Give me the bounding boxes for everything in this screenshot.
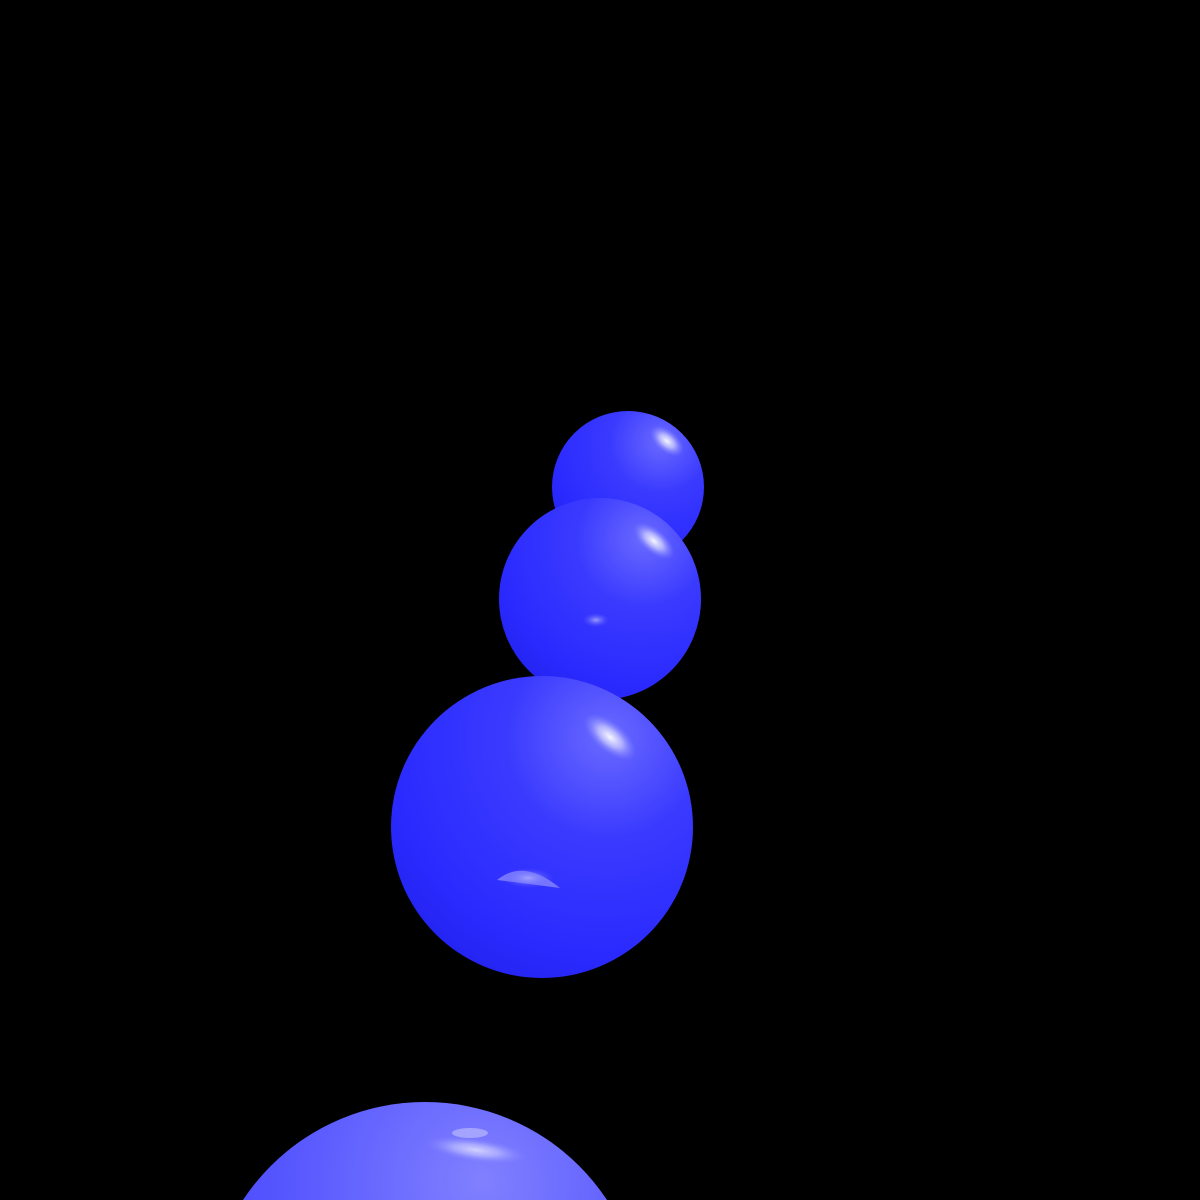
specular-highlight [650, 425, 684, 457]
sphere-middle [499, 498, 701, 700]
sphere-large [391, 676, 693, 978]
sphere-foreground [243, 1102, 607, 1200]
specular-highlight [424, 1136, 528, 1164]
specular-highlight [633, 522, 675, 560]
reflection-spot [583, 613, 609, 627]
specular-highlight [583, 713, 637, 761]
